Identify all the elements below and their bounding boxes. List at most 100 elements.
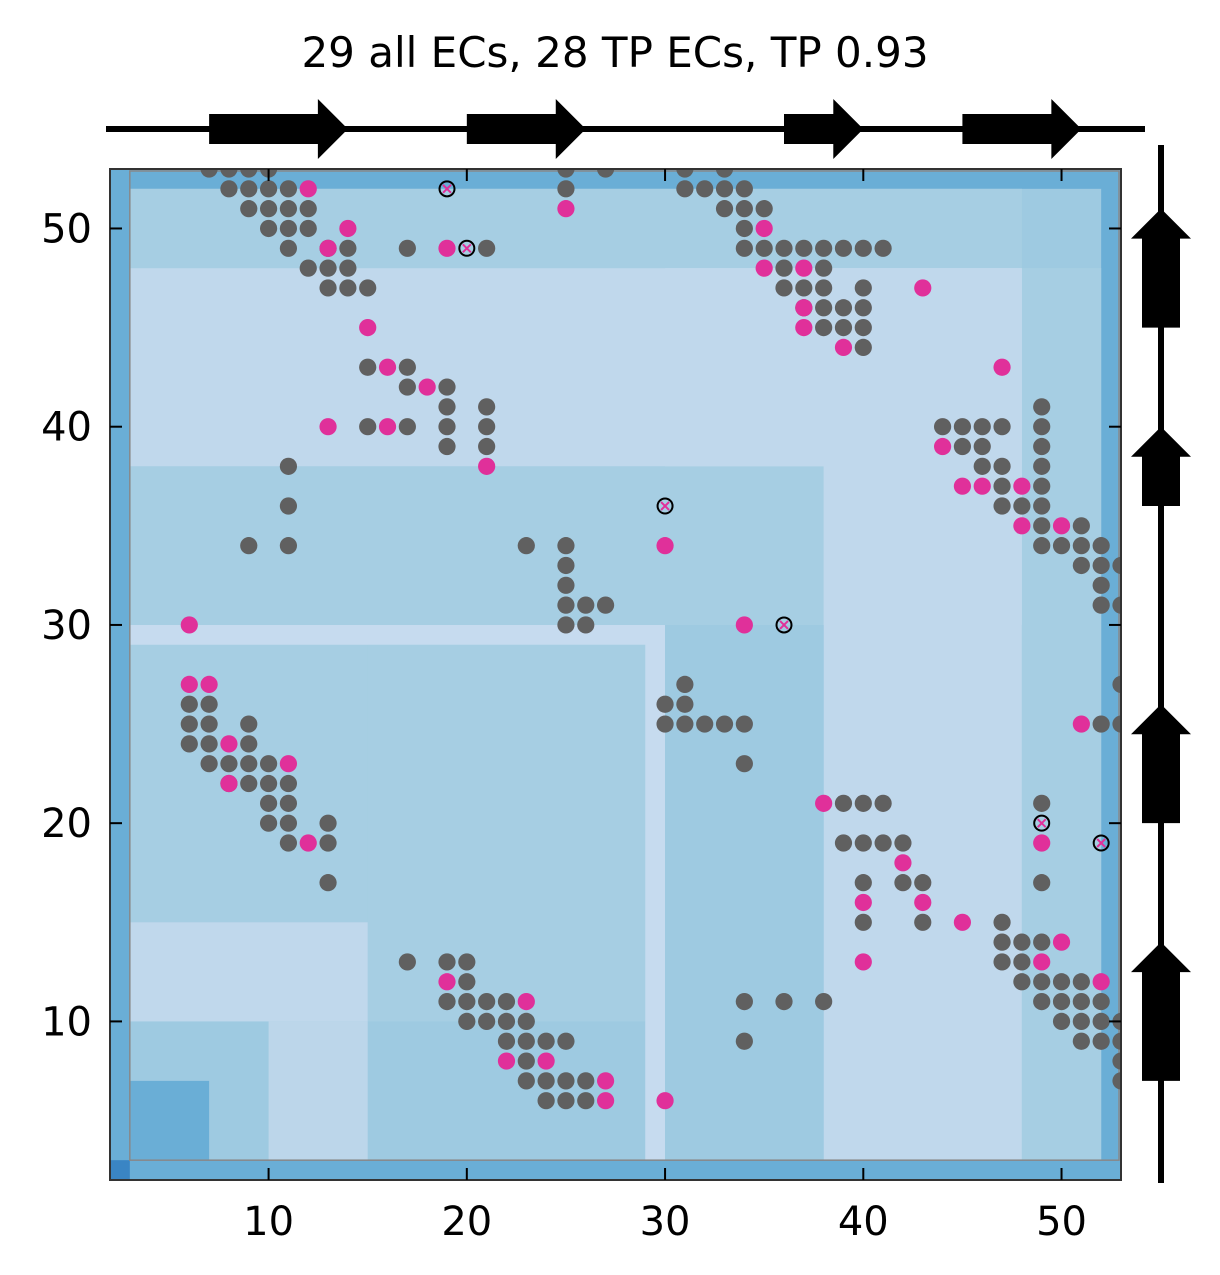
contact-point	[279, 537, 298, 555]
contact-point	[339, 239, 357, 257]
contact-point	[1052, 537, 1071, 555]
contact-point	[1112, 1072, 1121, 1090]
contact-point	[834, 299, 853, 317]
right-strand-arrow	[1131, 208, 1191, 328]
contact-point	[1033, 418, 1051, 436]
contact-point	[953, 437, 972, 456]
true-positive-point	[438, 239, 456, 257]
contact-point	[240, 169, 258, 178]
false-positive-ring	[656, 497, 674, 515]
contact-point	[1013, 953, 1031, 971]
contact-point	[517, 1012, 535, 1031]
true-positive-point	[1013, 477, 1031, 495]
contact-point	[458, 1012, 476, 1031]
contact-point	[715, 169, 734, 178]
contact-point	[478, 1012, 496, 1031]
contact-point	[200, 755, 218, 773]
contact-point	[1072, 517, 1090, 535]
contact-point	[180, 735, 198, 753]
x-tick-label: 50	[1036, 1199, 1087, 1245]
contact-point	[735, 200, 753, 218]
contact-point	[993, 497, 1011, 515]
contact-point	[497, 1012, 516, 1031]
true-positive-point	[378, 358, 397, 376]
contact-point	[537, 1072, 555, 1090]
true-positive-point	[1033, 834, 1051, 852]
true-positive-point	[378, 418, 397, 436]
contact-point	[1092, 576, 1110, 594]
contact-point	[259, 794, 278, 812]
contact-point	[676, 715, 694, 733]
contact-point	[854, 239, 872, 257]
contact-point	[696, 715, 714, 733]
contact-point	[755, 239, 773, 257]
contact-point	[319, 814, 337, 832]
contact-point	[200, 169, 218, 178]
contact-point	[180, 715, 198, 733]
true-positive-point	[418, 378, 436, 396]
contact-point	[577, 596, 595, 614]
contact-point	[795, 279, 813, 297]
contact-point	[577, 616, 595, 634]
contact-point	[1033, 973, 1051, 991]
contact-point	[438, 992, 456, 1011]
contact-point	[279, 497, 298, 515]
true-positive-point	[359, 318, 377, 337]
contact-point	[240, 755, 258, 773]
contact-point	[220, 169, 238, 178]
contact-point	[775, 259, 793, 277]
true-positive-point	[1092, 973, 1110, 991]
true-positive-point	[735, 616, 753, 634]
right-secondary-structure	[1131, 145, 1191, 1183]
contact-point	[676, 695, 694, 713]
contact-point	[1052, 992, 1071, 1011]
contact-point	[517, 1072, 535, 1090]
contact-point	[696, 180, 714, 198]
true-positive-point	[795, 299, 813, 317]
true-positive-point	[220, 735, 238, 753]
background-block	[129, 188, 1022, 269]
contact-point	[577, 1072, 595, 1090]
background-block	[665, 268, 1022, 467]
false-positive-ring	[775, 616, 793, 634]
contact-point	[478, 398, 496, 416]
true-positive-point	[220, 774, 238, 793]
contact-point	[854, 834, 872, 852]
contact-point	[180, 695, 198, 713]
true-positive-point	[279, 755, 298, 773]
contact-point	[874, 834, 892, 852]
contact-point	[1112, 1052, 1121, 1070]
background-block	[129, 466, 824, 625]
contact-point	[1033, 437, 1051, 456]
true-positive-point	[894, 854, 912, 872]
contact-point	[259, 814, 278, 832]
contact-point	[497, 992, 516, 1011]
y-tick-label: 20	[41, 801, 92, 847]
true-positive-point	[914, 279, 932, 297]
x-tick-label: 10	[243, 1199, 294, 1245]
contact-point	[755, 200, 773, 218]
contact-point	[537, 1032, 555, 1050]
contact-point	[438, 398, 456, 416]
plot-border	[109, 168, 1122, 1181]
right-strand-arrow	[1131, 942, 1191, 1081]
true-positive-point	[953, 913, 972, 931]
contact-point	[1072, 973, 1090, 991]
true-positive-point	[815, 794, 833, 812]
true-positive-point	[180, 675, 198, 694]
contact-point	[200, 735, 218, 753]
contact-point	[1033, 874, 1051, 892]
contact-point	[240, 180, 258, 198]
contact-point	[1092, 715, 1110, 733]
true-positive-point	[1052, 517, 1071, 535]
contact-point	[854, 299, 872, 317]
contact-point	[200, 695, 218, 713]
contact-point	[279, 239, 298, 257]
contact-point	[438, 378, 456, 396]
background-block	[665, 624, 824, 1161]
true-positive-point	[1013, 517, 1031, 535]
background-block	[129, 922, 368, 1022]
true-positive-point	[478, 457, 496, 475]
contact-point	[259, 774, 278, 793]
contact-point	[854, 874, 872, 892]
